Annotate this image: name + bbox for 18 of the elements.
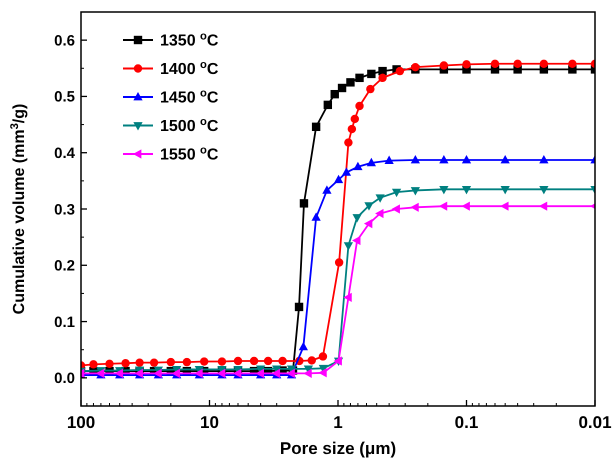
- x-tick-label: 1: [333, 413, 343, 432]
- x-axis-title: Pore size (μm): [280, 439, 396, 458]
- x-tick-label: 10: [200, 413, 219, 432]
- x-tick-label: 100: [66, 413, 96, 432]
- y-tick-label: 0.0: [54, 370, 75, 388]
- y-tick-label: 0.6: [54, 32, 75, 50]
- legend-label: 1550 $^{o}$C: [160, 144, 219, 164]
- x-tick-label: 0.01: [578, 413, 612, 432]
- legend-label: 1400 $^{o}$C: [160, 59, 219, 78]
- y-tick-label: 0.1: [54, 314, 75, 331]
- y-tick-label: 0.2: [54, 258, 75, 275]
- legend-label: 1500 $^{o}$C: [160, 116, 219, 136]
- legend-label: 1450 $^{o}$C: [160, 88, 219, 107]
- y-tick-label: 0.5: [54, 88, 75, 106]
- y-tick-label: 0.3: [54, 201, 75, 218]
- y-tick-label: 0.4: [54, 144, 76, 162]
- legend-label: 1350 $^{o}$C: [160, 30, 219, 50]
- x-tick-label: 0.1: [454, 413, 478, 432]
